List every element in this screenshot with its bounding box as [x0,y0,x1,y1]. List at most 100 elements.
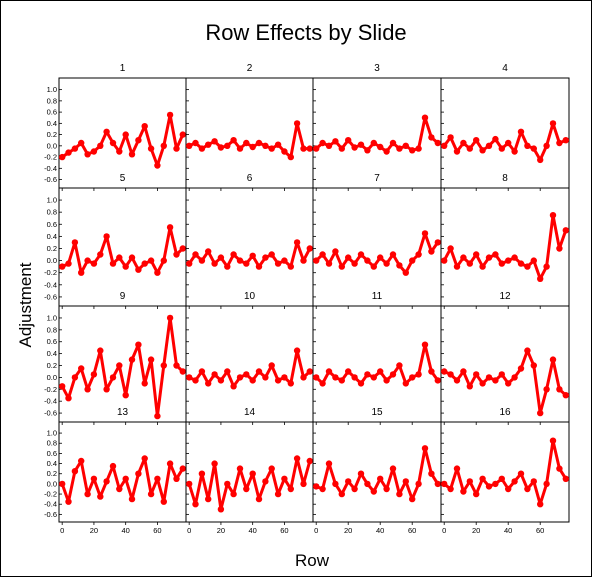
panel-4: 4 [440,63,570,191]
data-point [485,374,493,381]
data-point [485,483,493,490]
data-point [109,260,117,267]
data-point [505,380,512,387]
data-point [59,153,66,161]
x-tick-label: 20 [90,526,98,535]
data-point [505,139,512,147]
panel-11: 11 [312,291,442,425]
data-point [103,128,110,135]
data-point [268,145,275,152]
series-line [443,439,568,506]
data-point [198,368,206,375]
data-point [383,148,390,155]
data-point [396,145,403,152]
data-point [122,475,129,482]
data-point [357,380,365,387]
panel-label: 3 [374,63,380,74]
panel-label: 4 [502,63,508,74]
data-point [549,437,557,444]
data-point [332,248,339,255]
data-point [243,139,250,147]
data-point [357,251,365,258]
series-line [315,446,440,501]
data-point [530,145,537,152]
data-point [274,490,282,498]
data-point [473,371,480,378]
panel-14: 14 0 20 40 60 [185,407,314,535]
data-point [192,501,199,508]
x-tick-label: 0 [314,526,318,535]
data-point [453,148,461,155]
data-point [383,485,390,493]
data-point [198,257,206,264]
data-point [205,380,212,387]
data-point [166,460,174,467]
data-point [537,156,544,164]
y-tick-label: -0.2 [44,490,57,499]
data-point [262,478,269,485]
data-point [562,392,569,399]
y-tick-label: 0.4 [47,119,57,128]
data-point [325,368,333,375]
y-tick-label: -0.4 [44,397,57,406]
data-point [141,260,148,267]
data-point [466,383,473,390]
data-point [453,263,461,270]
data-point [409,495,416,503]
data-point [338,490,345,498]
y-tick-label: 0.6 [47,449,57,458]
data-point [428,248,435,255]
data-point [325,142,333,149]
data-point [224,480,231,488]
data-point [351,260,358,267]
data-point [479,475,486,482]
data-point [466,478,473,485]
data-point [492,251,499,258]
data-point [377,475,384,482]
data-point [116,485,123,493]
data-point [370,139,377,147]
data-point [78,139,85,147]
panel-9: 9 -0.6 -0.4 -0.2 0.0 0.2 0.4 0.6 0.8 1.0 [44,291,187,425]
x-tick-label: 60 [408,526,416,535]
data-point [249,470,256,477]
data-point [338,377,345,384]
y-tick-label: 0.2 [47,361,57,370]
data-point [166,314,174,322]
data-point [198,470,206,477]
panel-label: 14 [244,407,256,418]
data-point [530,362,537,369]
data-point [147,257,155,264]
data-point [192,251,199,258]
data-point [97,493,104,500]
data-point [274,141,282,148]
data-point [498,371,505,378]
data-point [255,368,263,375]
data-point [524,485,531,493]
data-point [447,371,454,378]
data-point [90,148,98,155]
data-point [415,145,422,152]
data-point [306,368,313,375]
data-point [97,251,104,258]
data-point [505,257,512,264]
data-point [492,135,499,143]
data-point [370,263,377,270]
data-point [166,224,174,231]
data-point [243,371,250,378]
data-point [556,245,563,252]
data-point [511,254,518,261]
data-point [485,254,493,261]
data-point [447,245,454,252]
data-point [313,257,320,264]
data-point [249,377,256,384]
data-point [556,386,563,393]
x-tick-label: 40 [122,526,130,535]
data-point [460,488,467,495]
y-tick-label: 0.6 [47,108,57,117]
y-tick-label: -0.6 [44,292,57,301]
data-point [530,257,537,264]
data-point [364,257,371,264]
data-point [78,457,85,465]
data-point [300,480,307,488]
